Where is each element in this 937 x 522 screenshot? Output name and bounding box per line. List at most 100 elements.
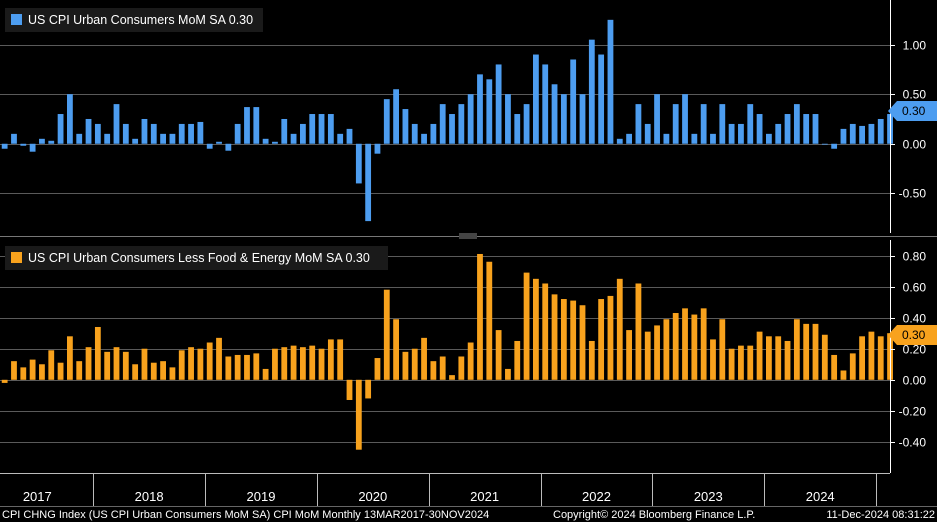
top-callout-box — [888, 101, 937, 121]
bottom-y-tick-label: 0.80 — [903, 250, 927, 264]
bottom-bar — [281, 347, 288, 380]
year-label: 2018 — [135, 489, 164, 504]
top-bar — [505, 94, 511, 144]
top-bar — [477, 74, 483, 144]
bottom-bar — [691, 314, 698, 380]
bottom-y-tick-label: -0.20 — [899, 405, 927, 419]
bottom-bar — [579, 305, 586, 380]
bottom-bar — [337, 339, 344, 380]
top-bar — [337, 133, 344, 144]
bottom-bar — [141, 348, 148, 380]
top-bar — [533, 54, 539, 144]
bottom-bar — [477, 253, 483, 380]
x-axis: 2017 2018 2019 2020 2021 2022 2023 2024 — [0, 473, 890, 506]
top-bar — [439, 104, 446, 144]
year-label: 2019 — [247, 489, 276, 504]
top-bar — [728, 123, 735, 144]
top-bar — [672, 104, 679, 144]
bottom-bar — [132, 364, 139, 380]
bottom-bar — [355, 379, 362, 450]
bottom-bar — [94, 326, 101, 380]
top-bar — [654, 94, 660, 144]
top-bar — [188, 123, 194, 144]
bottom-legend-box — [5, 246, 388, 270]
top-bar — [11, 133, 17, 144]
bottom-bar — [821, 334, 828, 380]
bottom-bar — [309, 345, 316, 380]
bottom-bar — [551, 294, 558, 380]
bottom-bar — [784, 340, 791, 380]
bottom-y-tick-label: 0.20 — [903, 343, 927, 357]
top-bar — [141, 118, 148, 144]
bottom-bar — [20, 367, 27, 380]
top-bar — [868, 123, 875, 144]
top-bar — [244, 107, 250, 144]
year-label: 2024 — [806, 489, 835, 504]
top-bar — [682, 94, 688, 144]
bottom-bar — [840, 370, 847, 380]
bottom-bar — [588, 340, 595, 380]
bottom-bar — [48, 350, 55, 380]
top-legend-box — [5, 8, 263, 32]
bottom-bar — [616, 278, 623, 380]
bottom-y-tick-label: 0.60 — [903, 281, 927, 295]
top-bar — [626, 133, 632, 144]
top-bar — [551, 84, 558, 144]
bottom-bar — [253, 353, 260, 380]
top-bar — [747, 104, 754, 144]
bottom-bar — [178, 350, 185, 380]
bottom-bar — [346, 379, 353, 400]
bottom-y-axis: 0.80 0.60 0.40 0.20 0.00 -0.20 -0.40 — [890, 240, 926, 473]
top-bar — [821, 143, 828, 145]
bottom-bar — [318, 348, 325, 380]
top-bar — [225, 143, 232, 151]
bottom-bar — [169, 367, 176, 380]
top-bar — [122, 123, 129, 144]
bottom-bar — [644, 331, 651, 380]
bottom-bar — [150, 362, 157, 380]
bottom-bar — [523, 272, 530, 380]
bottom-bar — [570, 300, 577, 380]
top-bar — [132, 138, 139, 144]
top-bar — [290, 133, 297, 144]
top-bar — [840, 128, 847, 144]
bottom-legend-label: US CPI Urban Consumers Less Food & Energ… — [28, 251, 370, 265]
bottom-bar — [85, 347, 92, 380]
footer: CPI CHNG Index (US CPI Urban Consumers M… — [0, 506, 937, 521]
top-bar — [20, 143, 27, 146]
bottom-y-tick-label: 0.40 — [903, 312, 927, 326]
top-bar — [663, 133, 670, 144]
top-y-tick-label: 0.00 — [903, 138, 927, 152]
top-bar — [542, 64, 549, 144]
top-bar — [495, 64, 502, 144]
top-bar — [150, 123, 157, 144]
top-legend-swatch — [11, 14, 22, 25]
top-y-tick-label: 1.00 — [903, 39, 927, 53]
top-bar — [449, 114, 455, 144]
top-bar — [766, 133, 772, 144]
bottom-bar — [598, 299, 605, 380]
top-bar — [94, 123, 101, 144]
bottom-bar — [542, 283, 549, 380]
year-label: 2022 — [582, 489, 611, 504]
bottom-bar — [682, 308, 688, 380]
bottom-bar — [514, 340, 521, 380]
bottom-bar — [868, 331, 875, 380]
bottom-y-tick-label: 0.00 — [903, 374, 927, 388]
top-bar — [738, 123, 744, 144]
bottom-bar — [383, 289, 390, 380]
top-bar — [355, 143, 362, 184]
top-bar — [169, 133, 176, 144]
top-bar — [29, 143, 36, 152]
top-bar — [374, 143, 381, 154]
panel-resize-handle[interactable] — [459, 233, 477, 239]
bottom-bar — [1, 379, 8, 383]
bottom-bar — [849, 353, 856, 380]
bottom-bar — [225, 356, 232, 380]
top-bar — [113, 104, 120, 144]
bottom-bar — [402, 351, 409, 380]
top-bar — [300, 123, 306, 144]
bottom-bar — [738, 345, 744, 380]
bottom-bar — [775, 336, 782, 380]
